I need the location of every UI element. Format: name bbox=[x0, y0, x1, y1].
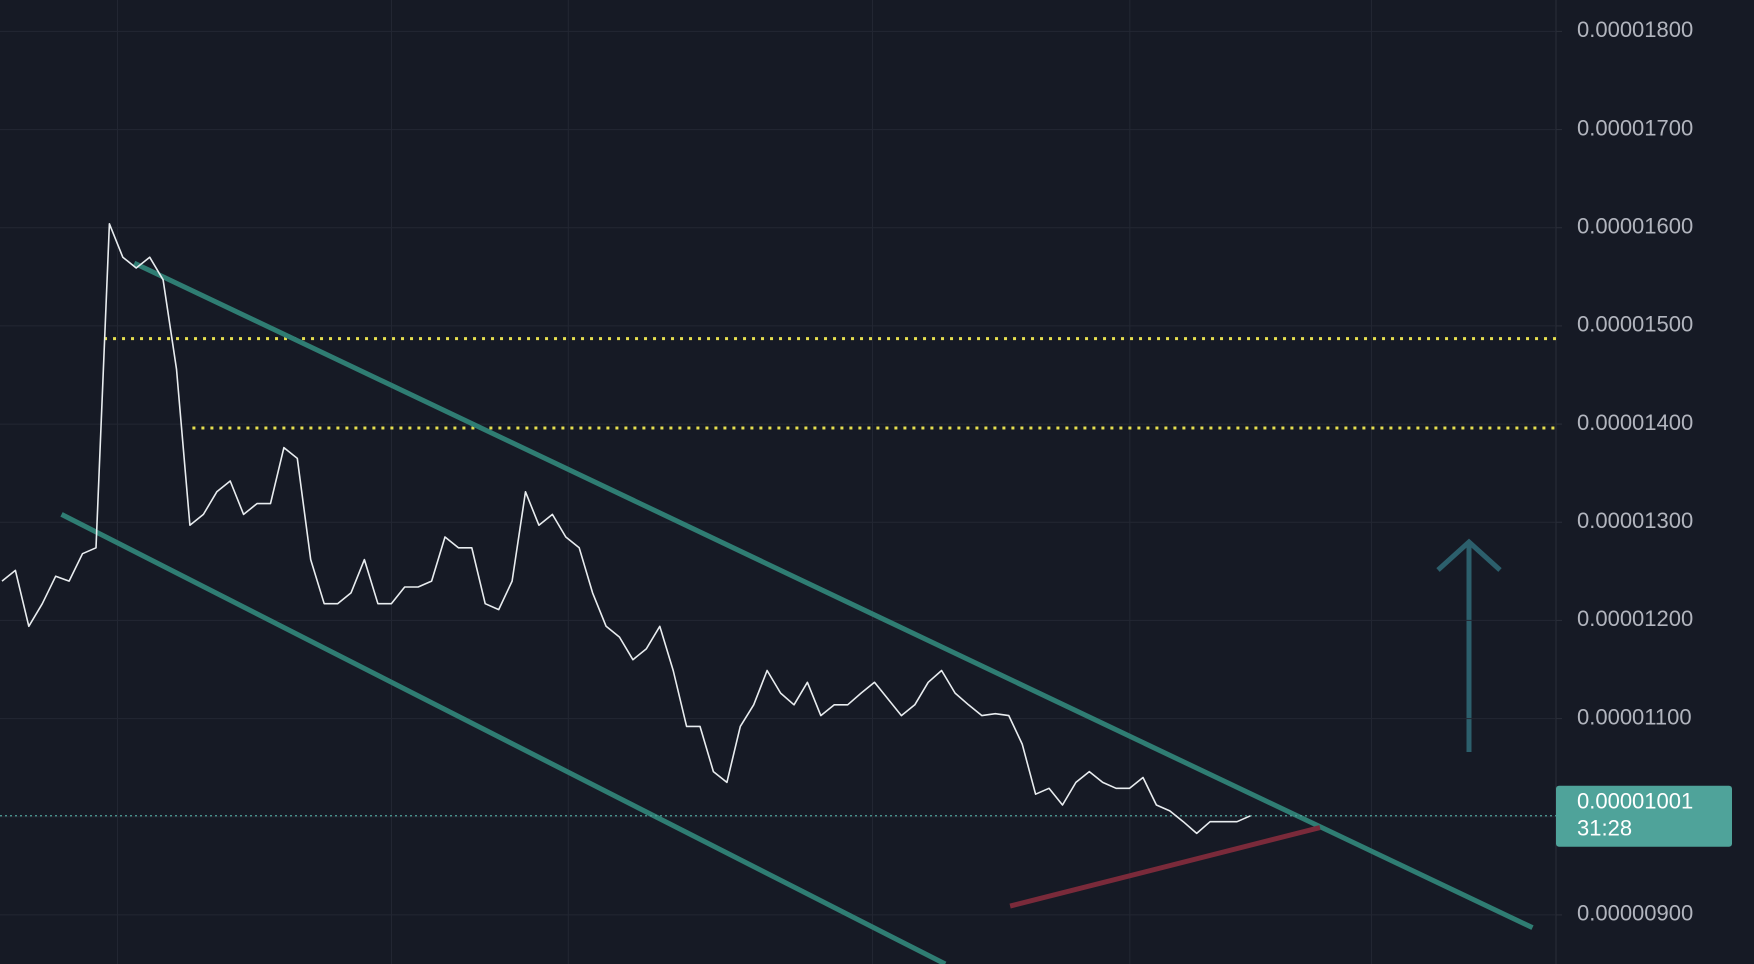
price-line bbox=[1, 223, 1251, 835]
last-price-box bbox=[1556, 785, 1732, 847]
y-tick-label: 0.00001400 bbox=[1577, 410, 1693, 435]
countdown-label: 31:28 bbox=[1577, 816, 1632, 841]
y-tick-label: 0.00000900 bbox=[1577, 901, 1693, 926]
arrow-head bbox=[1436, 538, 1502, 572]
y-tick-label: 0.00001700 bbox=[1577, 115, 1693, 140]
y-tick-label: 0.00001600 bbox=[1577, 214, 1693, 239]
trend-line bbox=[1009, 825, 1321, 909]
y-tick-label: 0.00001100 bbox=[1577, 704, 1692, 729]
y-tick-label: 0.00001200 bbox=[1577, 606, 1693, 631]
time-grid bbox=[116, 0, 1372, 964]
trend-line bbox=[60, 512, 947, 964]
y-tick-label: 0.00001800 bbox=[1577, 17, 1693, 42]
arrow-drawing bbox=[1436, 538, 1502, 752]
y-tick-label: 0.00001300 bbox=[1577, 508, 1693, 533]
trend-line bbox=[133, 260, 1534, 930]
last-price-label: 0.00001001 bbox=[1577, 789, 1693, 814]
y-tick-label: 0.00001500 bbox=[1577, 312, 1693, 337]
